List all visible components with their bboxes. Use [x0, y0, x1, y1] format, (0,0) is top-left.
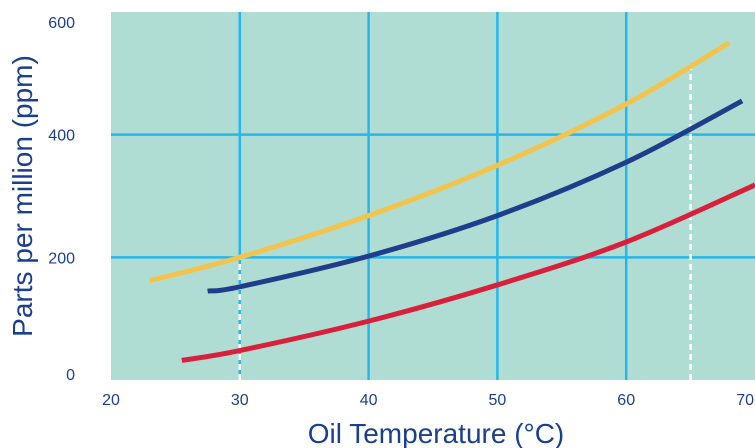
series-line-2: [207, 98, 744, 294]
grid: [111, 12, 755, 380]
y-axis-title: Parts per million (ppm): [7, 55, 38, 337]
x-tick-labels: 20 30 40 50 60 70: [102, 392, 754, 409]
reference-lines: [238, 61, 692, 380]
plot-area: [111, 12, 755, 380]
series-line-1: [149, 40, 731, 284]
series-lines: [149, 40, 755, 363]
x-tick-label: 70: [736, 392, 754, 409]
y-tick-labels: 0 200 400 600: [48, 15, 75, 384]
x-tick-label: 30: [231, 392, 249, 409]
x-tick-label: 40: [360, 392, 378, 409]
x-tick-label: 50: [489, 392, 507, 409]
y-tick-label: 600: [48, 15, 75, 32]
x-axis-title: Oil Temperature (°C): [308, 418, 565, 448]
y-tick-label: 200: [48, 250, 75, 267]
x-tick-label: 60: [617, 392, 635, 409]
y-tick-label: 400: [48, 128, 75, 145]
y-tick-label: 0: [66, 367, 75, 384]
series-line-3: [181, 182, 755, 363]
x-tick-label: 20: [102, 392, 120, 409]
